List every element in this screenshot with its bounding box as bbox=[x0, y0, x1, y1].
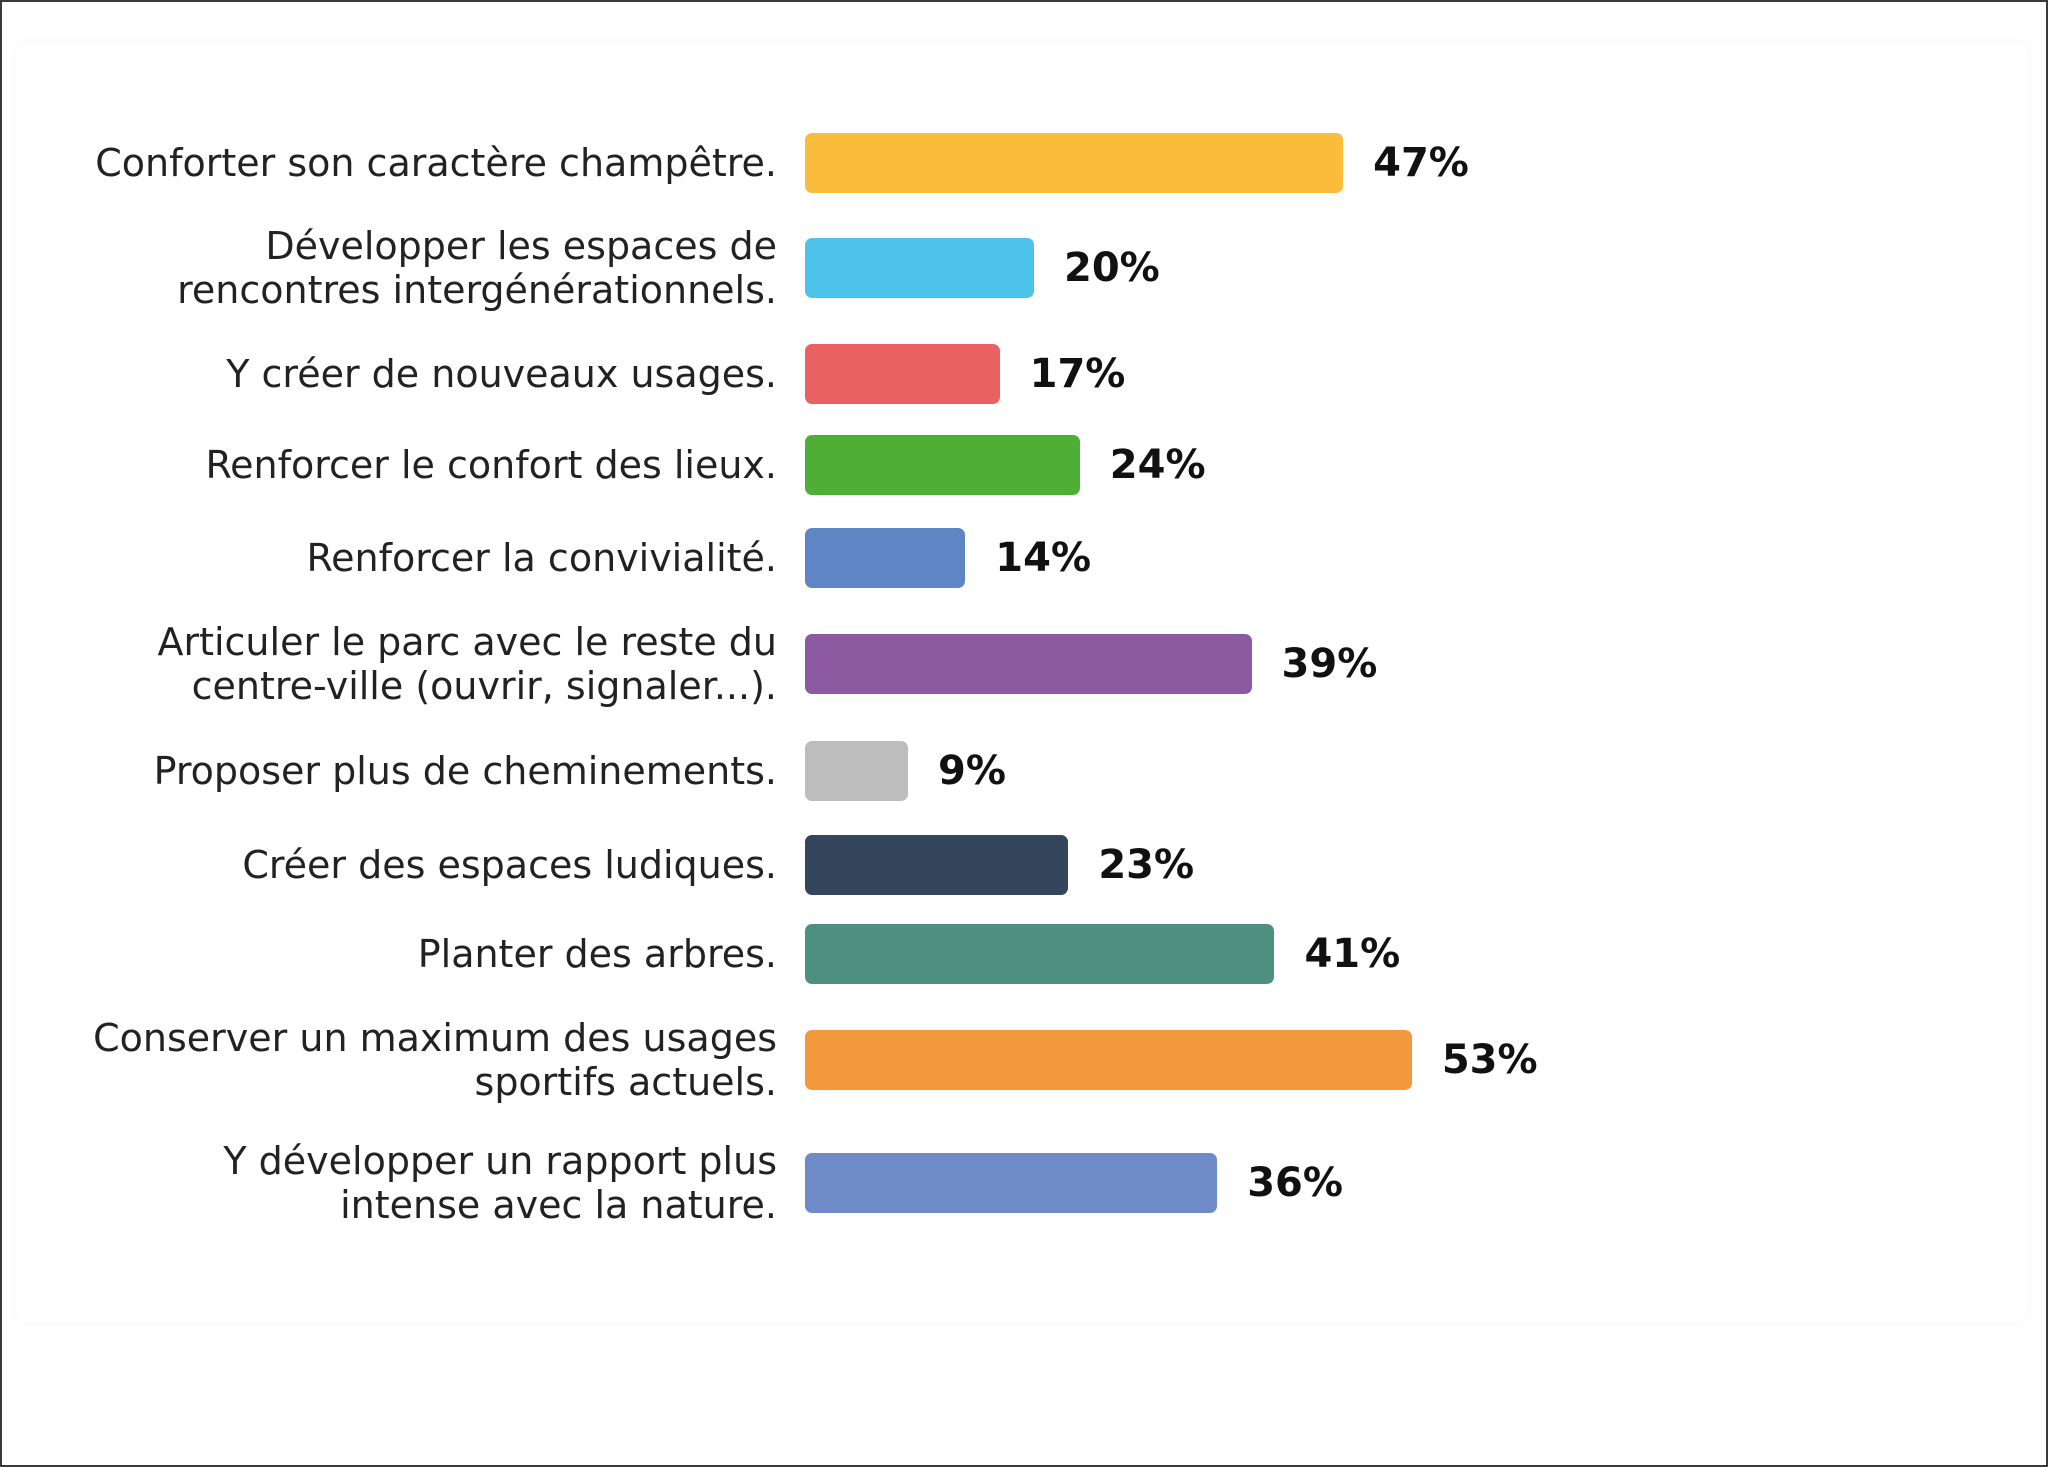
value-label: 36% bbox=[1247, 1160, 1343, 1206]
bar bbox=[805, 835, 1069, 895]
category-label: Conforter son caractère champêtre. bbox=[95, 141, 777, 185]
value-label: 17% bbox=[1029, 351, 1126, 397]
category-label: Planter des arbres. bbox=[417, 932, 777, 976]
bar bbox=[805, 435, 1080, 495]
bar bbox=[805, 924, 1275, 984]
value-label: 53% bbox=[1441, 1037, 1538, 1083]
bar bbox=[805, 344, 1000, 404]
bar bbox=[805, 1153, 1218, 1213]
category-label: Y créer de nouveaux usages. bbox=[226, 352, 777, 396]
category-label: Proposer plus de cheminements. bbox=[153, 749, 777, 793]
value-label: 14% bbox=[995, 535, 1092, 581]
value-label: 23% bbox=[1098, 842, 1195, 888]
category-label: Articuler le parc avec le reste du centr… bbox=[157, 620, 777, 708]
value-label: 47% bbox=[1373, 140, 1469, 186]
value-label: 24% bbox=[1109, 442, 1206, 488]
category-label: Développer les espaces de rencontres int… bbox=[177, 224, 777, 312]
value-label: 20% bbox=[1064, 245, 1160, 291]
bar bbox=[805, 528, 966, 588]
category-label: Y développer un rapport plus intense ave… bbox=[223, 1139, 777, 1227]
category-label: Renforcer la convivialité. bbox=[306, 536, 777, 580]
value-label: 9% bbox=[938, 748, 1006, 794]
category-label: Créer des espaces ludiques. bbox=[242, 843, 777, 887]
category-label: Renforcer le confort des lieux. bbox=[205, 443, 777, 487]
bar bbox=[805, 133, 1344, 193]
bar bbox=[805, 634, 1252, 694]
value-label: 39% bbox=[1281, 641, 1378, 687]
value-label: 41% bbox=[1304, 931, 1401, 977]
category-label: Conserver un maximum des usages sportifs… bbox=[93, 1016, 777, 1104]
bar bbox=[805, 1030, 1412, 1090]
bar bbox=[805, 741, 909, 801]
bar bbox=[805, 238, 1034, 298]
